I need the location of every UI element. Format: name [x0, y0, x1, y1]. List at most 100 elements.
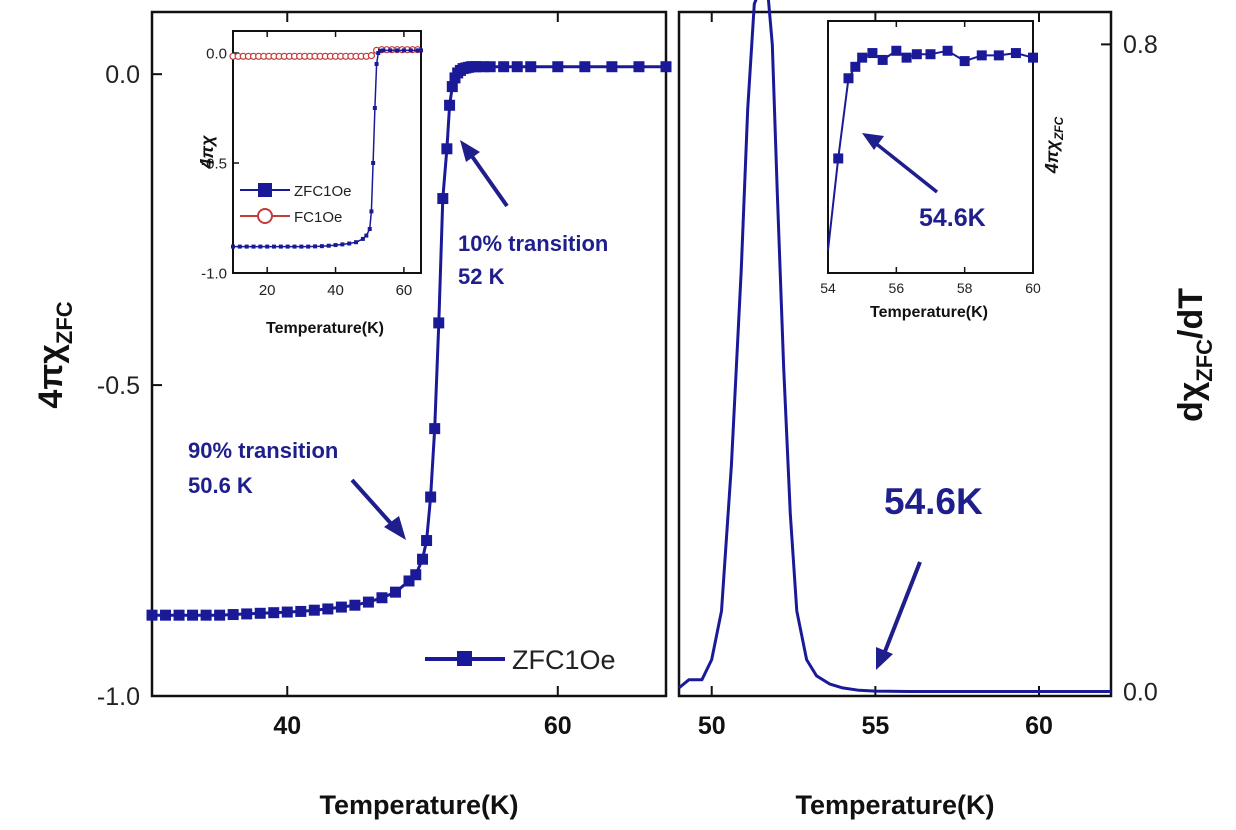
annotation-10pct-arrow-line — [467, 150, 509, 208]
zfc-point — [429, 423, 441, 435]
zfc-point — [403, 575, 415, 587]
inset-fc-point — [367, 52, 376, 60]
annotation-90pct-line1: 90% transition — [188, 438, 338, 463]
annotation-10pct-arrowhead — [460, 140, 480, 162]
right-ylabel: dχZFC/dT — [1172, 288, 1217, 422]
left-inset-legend: ZFC1Oe FC1Oe — [240, 183, 352, 226]
inset-zfc-point — [285, 244, 290, 249]
inset-right-zfc-point — [877, 54, 888, 65]
inset-zfc-point — [395, 48, 400, 53]
inset-right-zfc-point — [959, 56, 970, 67]
zfc-point — [633, 61, 645, 73]
zfc-point — [606, 61, 618, 73]
zfc-point — [389, 586, 401, 598]
zfc-point — [254, 607, 266, 619]
right-ylabel-sub: ZFC — [1192, 339, 1217, 382]
y-tick-label: -0.5 — [201, 155, 227, 172]
x-tick-label: 60 — [1025, 712, 1053, 740]
x-tick-label: 60 — [396, 282, 413, 299]
x-tick-label: 40 — [327, 282, 344, 299]
inset-zfc-point — [364, 233, 369, 238]
inset-legend-fc-label: FC1Oe — [294, 209, 342, 226]
annotation-54-6k-main: 54.6K — [876, 481, 983, 670]
inset-zfc-point — [376, 51, 381, 55]
annotation-54-6k-main-arrow-line — [882, 561, 922, 655]
left-main-plot: 40 600.0-0.5-1.0 Temperature(K) 4πχZFC ZF… — [32, 10, 672, 820]
x-tick-label: 56 — [889, 280, 905, 296]
zfc-point — [268, 607, 280, 619]
zfc-point — [437, 193, 449, 205]
inset-zfc-point — [419, 48, 423, 53]
inset-right-zfc-point — [891, 45, 902, 56]
annotation-54-6k-inset-arrow-line — [872, 140, 939, 194]
zfc-point — [552, 61, 564, 73]
zfc-point — [525, 61, 537, 73]
inset-zfc-point — [258, 244, 263, 249]
inset-zfc-point — [372, 106, 377, 110]
right-inset-ticks: 54 56 58 60 — [820, 21, 1041, 296]
inset-right-zfc-point — [833, 153, 844, 164]
left-inset-ylabel: 4πχ — [197, 135, 217, 170]
zfc-point — [511, 61, 523, 73]
inset-zfc-point — [377, 48, 382, 53]
zfc-point — [173, 609, 185, 621]
zfc-point — [349, 599, 361, 611]
y-tick-label: 0.0 — [1123, 679, 1158, 707]
right-ylabel-main: dχ — [1172, 381, 1210, 422]
y-tick-label: -1.0 — [97, 683, 140, 711]
inset-zfc-point — [388, 48, 393, 53]
dchi-dt-line — [678, 0, 1111, 693]
inset-zfc-point — [333, 243, 338, 248]
inset-zfc-point — [374, 62, 379, 66]
left-inset-frame — [232, 30, 422, 274]
x-tick-label: 20 — [259, 282, 276, 299]
annotation-10pct-line2: 52 K — [458, 264, 505, 289]
zfc-point — [281, 606, 293, 618]
left-legend-label: ZFC1Oe — [512, 645, 616, 675]
inset-legend-zfc-label: ZFC1Oe — [294, 183, 352, 200]
inset-right-zfc-point — [1028, 52, 1038, 63]
zfc-point — [579, 61, 591, 73]
left-main-ticks: 40 60 0.0 -0.5 -1.0 — [97, 12, 572, 740]
inset-zfc-point — [251, 244, 256, 249]
y-tick-label: 0.0 — [105, 61, 140, 89]
zfc-point — [421, 535, 433, 547]
inset-zfc-point — [408, 48, 413, 53]
inset-zfc-point — [278, 244, 283, 249]
inset-zfc-point — [231, 244, 235, 249]
left-main-data — [146, 61, 672, 621]
inset-right-zfc-point — [843, 73, 854, 84]
left-xlabel: Temperature(K) — [319, 790, 518, 820]
left-inset-data — [229, 46, 423, 249]
zfc-point — [295, 605, 307, 617]
x-tick-label: 60 — [1025, 280, 1041, 296]
left-legend-marker — [457, 651, 472, 666]
x-tick-label: 40 — [273, 712, 301, 740]
x-tick-label: 60 — [544, 712, 572, 740]
zfc-point — [227, 609, 239, 621]
zfc-point — [200, 609, 212, 621]
inset-zfc-point — [326, 243, 331, 248]
right-inset-xlabel: Temperature(K) — [870, 304, 988, 321]
left-inset-plot: 20 40 60 0.0 -0.5 -1.0 Temperature(K) 4πχ ZFC… — [197, 30, 423, 337]
y-tick-label: -1.0 — [201, 265, 227, 282]
inset-right-zfc-point — [901, 52, 912, 63]
right-inset-data — [827, 45, 1038, 251]
zfc-point — [446, 81, 458, 93]
inset-zfc-point — [371, 161, 376, 165]
y-tick-label: 0.8 — [1123, 31, 1158, 59]
zfc-point — [484, 61, 496, 73]
zfc-point — [146, 609, 158, 621]
inset-right-zfc-point — [850, 61, 861, 72]
inset-zfc-point — [237, 244, 242, 249]
inset-right-zfc-point — [1010, 48, 1021, 59]
annotation-54-6k-inset: 54.6K — [862, 133, 986, 232]
annotation-90pct-arrowhead — [384, 516, 406, 540]
right-inset-plot: 54 56 58 60 Temperature(K) 4πχZFC 54.6K — [820, 20, 1066, 321]
zfc-point — [425, 491, 437, 503]
right-ylabel-tail: /dT — [1172, 288, 1210, 339]
annotation-90pct-arrow-line — [350, 478, 397, 530]
right-xlabel: Temperature(K) — [795, 790, 994, 820]
inset-zfc-point — [381, 48, 386, 53]
